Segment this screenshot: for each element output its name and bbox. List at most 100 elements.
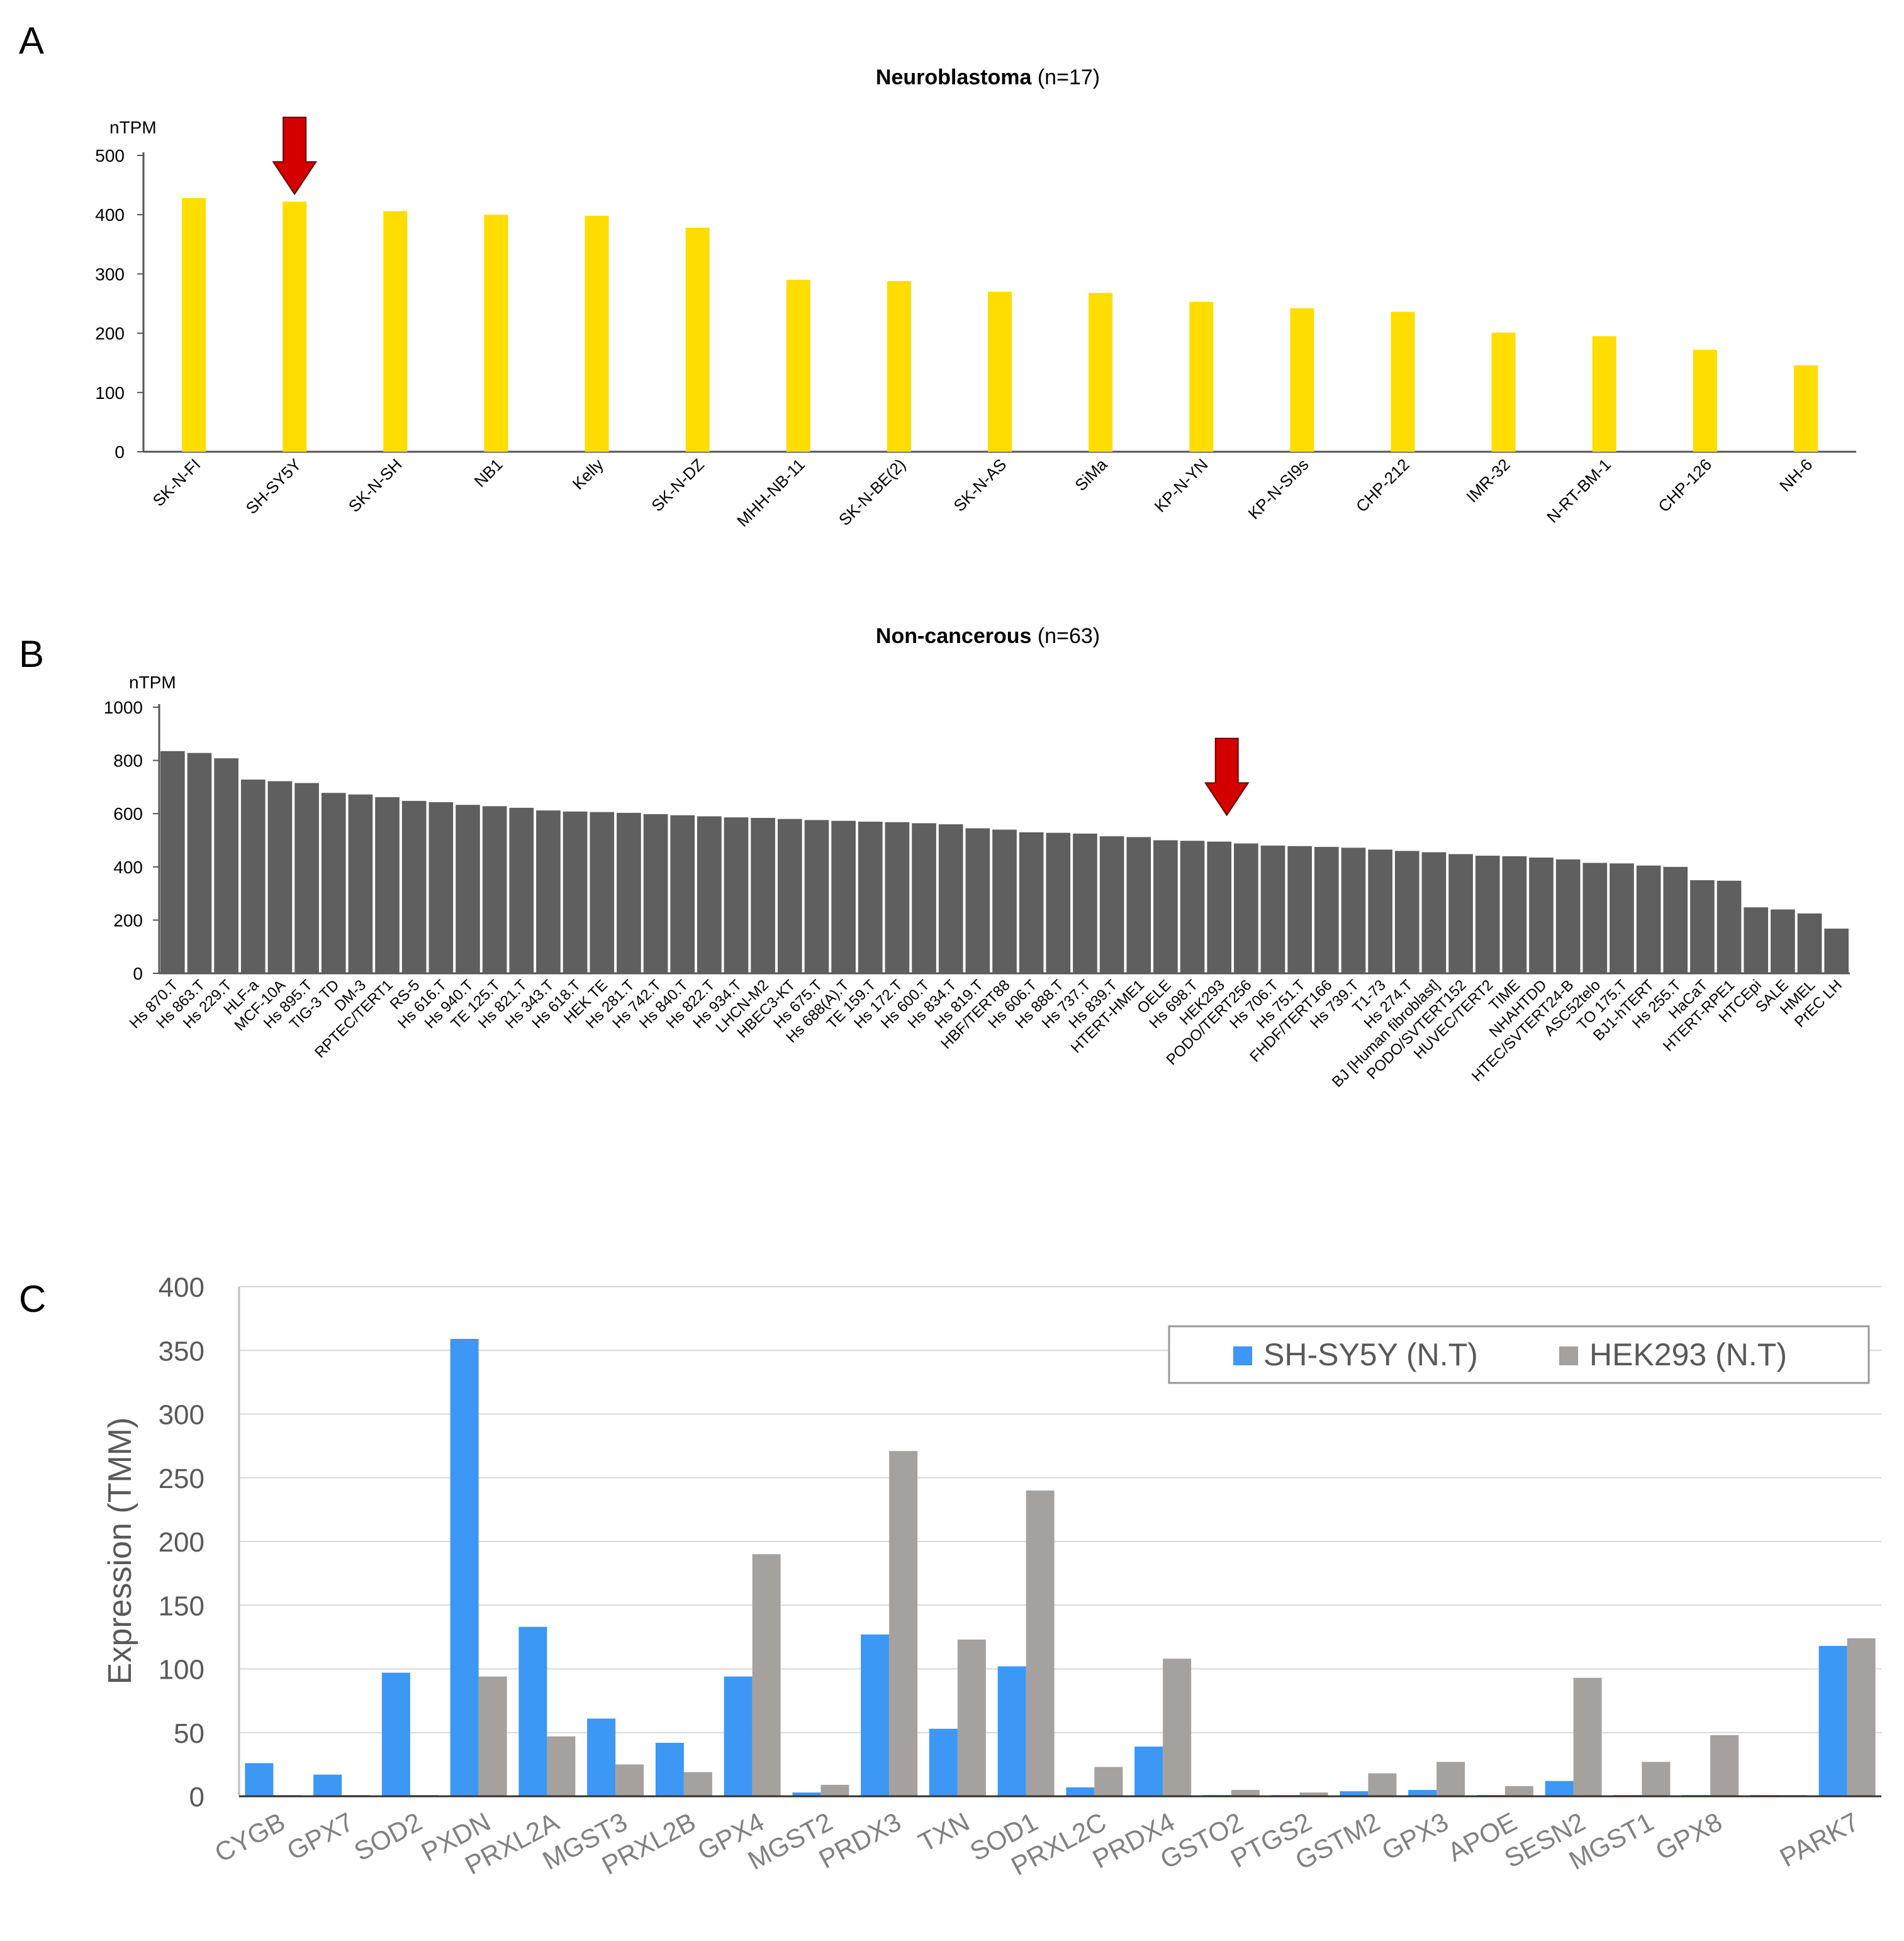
panel-a-x-label: SH-SY5Y <box>242 455 305 518</box>
bar-hek293-prdx4 <box>1163 1659 1192 1796</box>
panel-c-chart: Expression (TMM) 0 50 100 150 200 250 300 350 40… <box>102 1272 1881 1881</box>
panel-c-y-tick-label: 200 <box>159 1527 204 1558</box>
bar-sh-sy5y-prxl2c <box>1066 1787 1095 1796</box>
bar-huvec-tert2 <box>1475 856 1500 973</box>
panel-a-x-label: KP-N-YN <box>1151 455 1212 516</box>
legend-label-hek293: HEK293 (N.T) <box>1589 1337 1787 1372</box>
bar-htec-svtert24-b <box>1555 859 1581 973</box>
bar-hs-618-t <box>563 811 588 973</box>
bar-hs-229-t <box>214 758 238 973</box>
panel-c-y-tick-label: 150 <box>159 1591 204 1621</box>
panel-a-x-label: CHP-126 <box>1654 455 1715 516</box>
bar-tig-3-td <box>321 793 346 973</box>
panel-a-x-label: IMR-32 <box>1462 455 1513 506</box>
bar-sh-sy5y <box>283 201 307 452</box>
panel-a-x-label: KP-N-SI9s <box>1245 455 1313 523</box>
bar-hs-255-t <box>1663 866 1688 973</box>
bar-hs-600-t <box>912 823 936 973</box>
bar-hs-751-t <box>1287 846 1312 973</box>
bar-kelly <box>585 216 609 452</box>
panel-c-legend-box <box>1168 1325 1870 1384</box>
bar-te-159-t <box>858 821 883 973</box>
panel-c-x-label-gpx7: GPX7 <box>282 1806 358 1865</box>
bar-hs-616-t <box>428 802 454 973</box>
bar-sh-sy5y-prdx4 <box>1134 1747 1163 1796</box>
panel-b-y-tick-label: 800 <box>113 751 143 771</box>
bar-hs-888-t <box>1046 832 1071 973</box>
panel-c-x-label-gpx3: GPX3 <box>1377 1806 1453 1865</box>
bar-kp-n-si9s <box>1290 308 1314 452</box>
bar-sh-sy5y-sod1 <box>997 1666 1026 1796</box>
panel-c-ylabel: Expression (TMM) <box>102 1418 138 1685</box>
bar-hs-742-t <box>643 814 668 973</box>
panel-c-y-tick-label: 300 <box>159 1400 204 1431</box>
bar-asc52telo <box>1582 863 1608 973</box>
bar-sh-sy5y-txn <box>929 1728 958 1796</box>
bar-lhcn-m2 <box>751 817 775 973</box>
bar-hs-688-a-t <box>831 820 856 973</box>
bar-hek293-gstm2 <box>1368 1773 1397 1796</box>
bar-hek293-gpx4 <box>752 1554 781 1796</box>
panel-a-y-tick-label: 200 <box>95 324 125 344</box>
panel-a-title: Neuroblastoma (n=17) <box>876 65 1100 89</box>
bar-hek293-prxl2a <box>547 1736 576 1796</box>
panel-a-x-label: SK-N-FI <box>149 455 204 510</box>
bar-hs-940-t <box>456 805 480 973</box>
panel-c-y-tick-label: 50 <box>174 1718 204 1749</box>
bar-hek293-prxl2b <box>683 1772 712 1796</box>
panel-a-y-tick-label: 100 <box>95 383 125 403</box>
panel-b-ylabel: nTPM <box>129 673 176 692</box>
bar-hek293-gpx3 <box>1436 1762 1465 1796</box>
bar-hek293-prdx3 <box>889 1451 918 1796</box>
bar-chp-126 <box>1693 349 1717 452</box>
bar-sh-sy5y-park7 <box>1818 1646 1847 1796</box>
bar-hs-822-t <box>697 816 722 973</box>
panel-a-y-tick-label: 0 <box>115 442 125 462</box>
legend-swatch-sh-sy5y <box>1233 1346 1252 1365</box>
bar-hs-675-t <box>804 820 829 973</box>
bar-n-rt-bm-1 <box>1592 336 1616 452</box>
panel-a-ylabel: nTPM <box>109 118 157 137</box>
bar-prec-lh <box>1824 928 1849 973</box>
bar-hek293 <box>1207 841 1232 973</box>
bar-hek293-sod1 <box>1026 1491 1055 1796</box>
panel-b-y-tick-label: 1000 <box>104 698 143 717</box>
bar-hacat <box>1690 880 1715 973</box>
panel-a-x-label: SK-N-BE(2) <box>835 455 909 529</box>
bar-hs-821-t <box>509 807 534 973</box>
bar-hek293-prxl2c <box>1094 1767 1123 1796</box>
bar-hek293-park7 <box>1847 1638 1876 1796</box>
bar-sh-sy5y-prdx3 <box>861 1634 890 1796</box>
panel-c-x-label-park7: PARK7 <box>1775 1806 1864 1872</box>
bar-sh-sy5y-gstm2 <box>1340 1791 1369 1796</box>
bar-sale <box>1771 909 1795 973</box>
bar-hek293-gsto2 <box>1231 1789 1260 1796</box>
bar-sh-sy5y-gpx4 <box>724 1676 753 1796</box>
panel-a-y-tick-label: 500 <box>95 146 125 165</box>
panel-c-y-tick-label: 100 <box>159 1655 204 1686</box>
bar-t1-73 <box>1368 849 1392 973</box>
panel-a-x-label: N-RT-BM-1 <box>1543 455 1615 527</box>
panel-b-y-tick-label: 600 <box>113 804 143 824</box>
bar-sh-sy5y-mgst3 <box>587 1718 616 1796</box>
bar-hbec3-kt <box>777 819 802 973</box>
bar-hs-834-t <box>938 824 963 973</box>
bar-te-125-t <box>482 806 507 973</box>
bar-hmel <box>1797 913 1822 973</box>
bar-hs-172-t <box>885 822 910 973</box>
bar-sh-sy5y-prxl2b <box>655 1742 684 1796</box>
panel-a-x-label: SiMa <box>1071 455 1111 495</box>
bar-bj-human-fibroblast <box>1421 852 1447 973</box>
bar-chp-212 <box>1391 311 1415 452</box>
bar-hek293-sesn2 <box>1573 1677 1602 1796</box>
bar-rptec-tert1 <box>375 797 400 973</box>
panel-c-y-tick-label: 0 <box>189 1782 204 1813</box>
panel-c-y-tick-label: 350 <box>159 1336 204 1367</box>
bar-hs-739-t <box>1341 847 1366 973</box>
bar-dm-3 <box>348 794 373 973</box>
bar-hs-870-t <box>160 751 185 973</box>
bar-hs-698-t <box>1180 841 1205 973</box>
bar-hek293-pxdn <box>478 1676 507 1796</box>
panel-b-title-suffix: (n=63) <box>1031 624 1100 648</box>
